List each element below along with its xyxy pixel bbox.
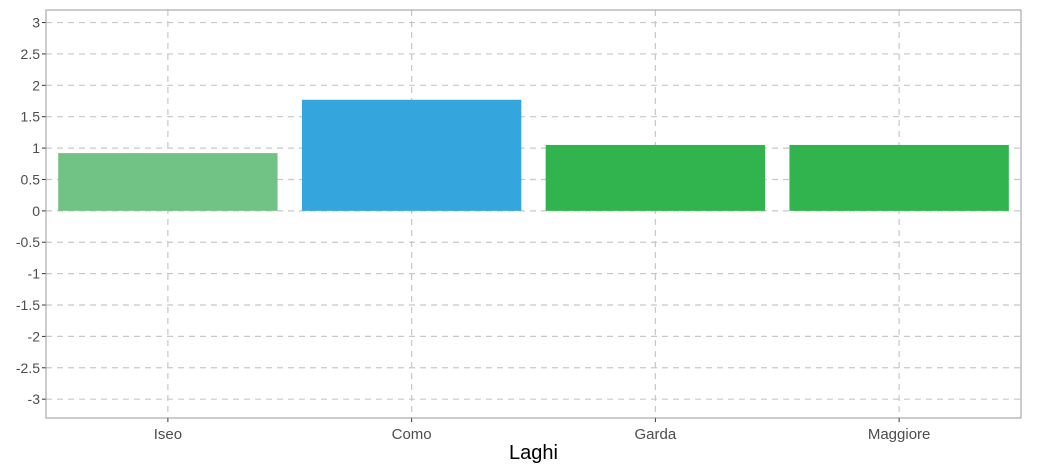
bar-maggiore xyxy=(789,144,1009,211)
x-axis-title: Laghi xyxy=(509,442,558,464)
y-tick-label: 0.5 xyxy=(21,171,41,187)
y-tick-label: -2.5 xyxy=(16,360,40,376)
bar-iseo xyxy=(58,153,278,211)
x-tick-label: Garda xyxy=(635,426,677,443)
y-tick-label: 1.5 xyxy=(21,109,41,125)
y-tick-label: -2 xyxy=(28,328,41,344)
y-tick-label: -0.5 xyxy=(16,234,40,250)
y-tick-label: 1 xyxy=(32,140,40,156)
plot-panel-border xyxy=(45,9,1022,419)
bar-layer xyxy=(58,99,1009,211)
x-tick-label: Como xyxy=(392,426,432,443)
y-tick-label: -1.5 xyxy=(16,297,40,313)
x-tick-label: Iseo xyxy=(154,426,182,443)
axis-layer: 3 2.5 2 1.5 1 0.5 0 -0.5 -1 -1.5 -2 -2.5 -3 Iseo Como G… xyxy=(16,9,1022,443)
y-tick-label: -1 xyxy=(28,266,41,282)
y-tick-label: 2.5 xyxy=(21,46,41,62)
y-tick-label: 0 xyxy=(32,203,40,219)
bar-como xyxy=(301,99,522,211)
y-tick-label: -3 xyxy=(28,391,41,407)
x-tick-label: Maggiore xyxy=(868,426,931,443)
y-tick-label: 3 xyxy=(32,15,40,31)
y-tick-label: 2 xyxy=(32,77,40,93)
bar-garda xyxy=(545,144,766,211)
grid-layer xyxy=(46,10,1021,418)
